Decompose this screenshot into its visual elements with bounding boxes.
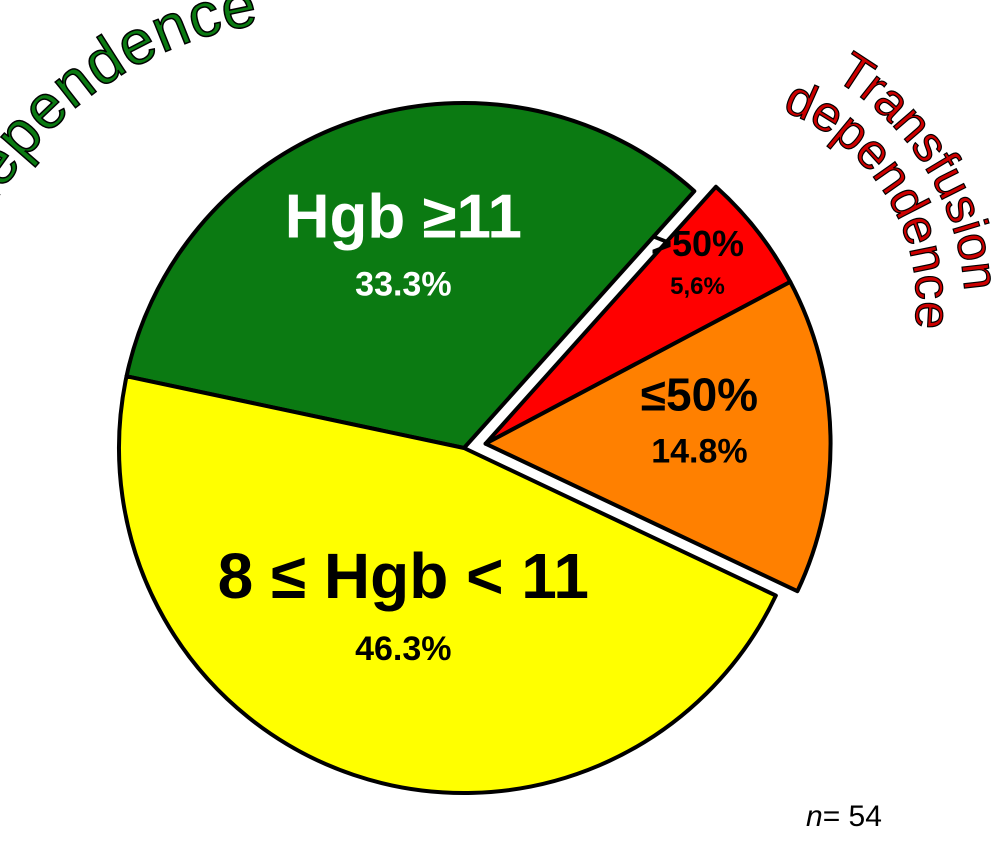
slice-category-label: Hgb ≥11 xyxy=(285,182,522,251)
slice-category-label: >50% xyxy=(651,223,744,264)
slice-value-label: 5,6% xyxy=(670,273,725,300)
slice-category-label: ≤50% xyxy=(641,369,758,421)
pie-slice xyxy=(117,374,778,795)
sample-size-label: n= 54 xyxy=(806,800,882,834)
slice-value-label: 33.3% xyxy=(355,265,451,303)
slice-value-label: 14.8% xyxy=(651,433,747,471)
slice-category-label: 8 ≤ Hgb < 11 xyxy=(218,540,589,612)
slice-value-label: 46.3% xyxy=(355,630,451,668)
pie-slice xyxy=(483,279,833,594)
pie-slice xyxy=(124,101,697,450)
sample-size-value: = 54 xyxy=(822,800,882,833)
sample-size-symbol: n xyxy=(806,800,823,833)
